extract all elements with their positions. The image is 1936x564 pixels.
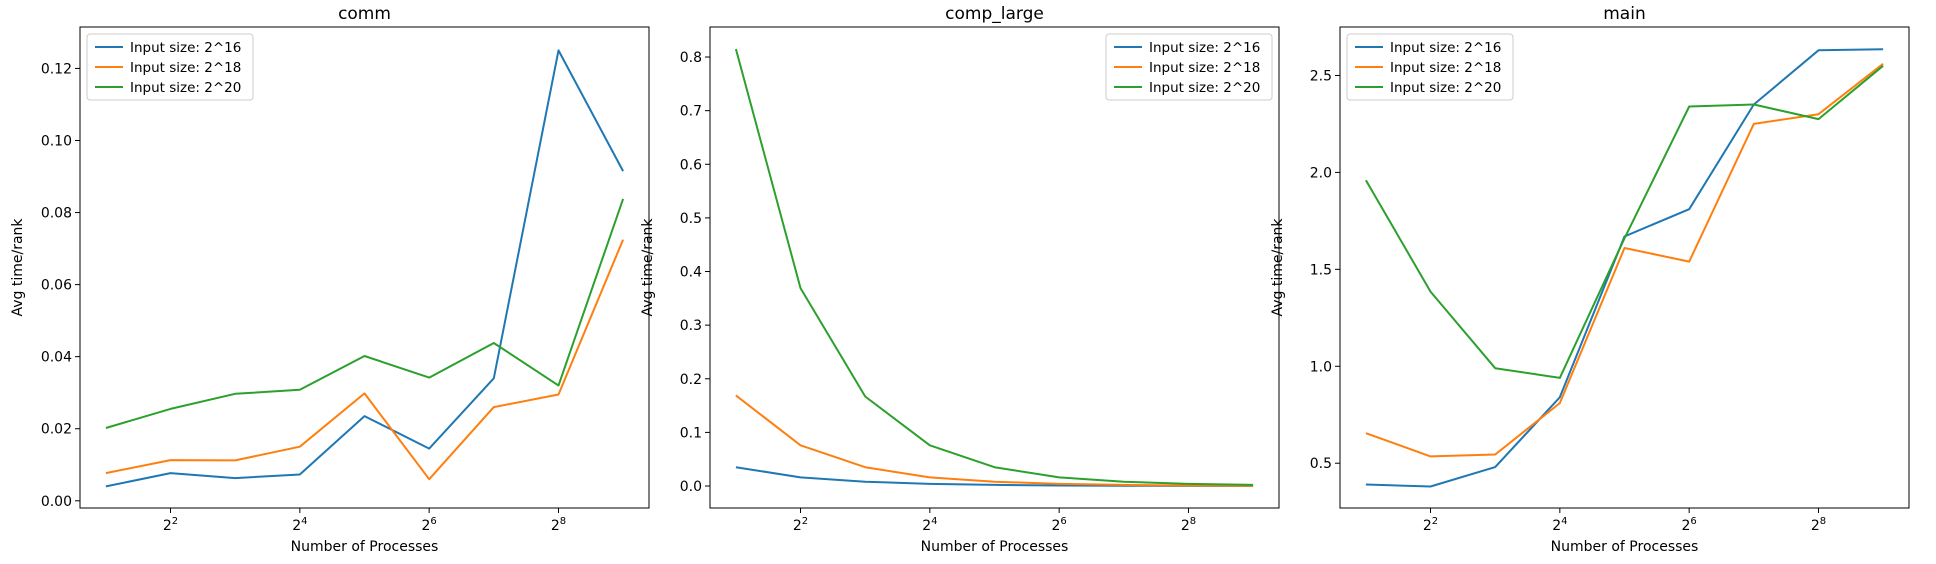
comm-x-tick-label: 28 <box>551 516 566 534</box>
comm-y-tick-label: 0.00 <box>41 494 72 510</box>
main-title: main <box>1603 4 1645 24</box>
comm-y-tick-label: 0.10 <box>41 133 72 149</box>
comp-large-y-axis-label: Avg time/rank <box>640 218 656 317</box>
comp-large-y-tick-label: 0.3 <box>680 318 702 334</box>
comp-large-x-tick-label: 22 <box>793 516 808 534</box>
comm-legend-label: Input size: 2^20 <box>130 80 241 96</box>
comp-large-legend-label: Input size: 2^16 <box>1149 40 1260 56</box>
main-y-tick-label: 0.5 <box>1310 456 1332 472</box>
comp-large-y-tick-label: 0.7 <box>680 104 702 120</box>
main-legend-label: Input size: 2^18 <box>1390 60 1501 76</box>
comm-x-tick-label: 22 <box>163 516 178 534</box>
main-legend-label: Input size: 2^20 <box>1390 80 1501 96</box>
comp-large-y-tick-label: 0.5 <box>680 211 702 227</box>
comp-large-legend-box <box>1105 33 1273 101</box>
main-y-tick-label: 2.0 <box>1310 165 1332 181</box>
comp-large-panel: comp_large 22 24 26 28 0.0 0.1 0.2 0.3 0.4 0.5 0.6 0… <box>640 4 1280 555</box>
comp-large-x-tick-label: 26 <box>1052 516 1067 534</box>
comp-large-y-tick-label: 0.4 <box>680 265 702 281</box>
main-x-tick-label: 22 <box>1423 516 1438 534</box>
comm-y-tick-label: 0.12 <box>41 61 72 77</box>
comp-large-legend-label: Input size: 2^18 <box>1149 60 1260 76</box>
main-y-tick-label: 2.5 <box>1310 68 1332 84</box>
comp-large-y-tick-label: 0.1 <box>680 425 702 441</box>
comm-x-axis-label: Number of Processes <box>291 539 439 555</box>
comm-panel: comm 22 24 26 28 0.00 0.02 0.04 0.06 0.08 0.10 0.12… <box>10 4 650 555</box>
comm-series-input-size-2-16 <box>105 49 624 488</box>
comp-large-x-tick-label: 24 <box>922 516 937 534</box>
comm-legend-label: Input size: 2^18 <box>130 60 241 76</box>
main-series-input-size-2-18 <box>1365 63 1884 458</box>
main-plot-area <box>1339 26 1910 509</box>
comm-y-tick-label: 0.08 <box>41 206 72 222</box>
comp-large-series-input-size-2-20 <box>734 48 1254 486</box>
comm-series-input-size-2-20 <box>105 198 625 429</box>
comp-large-plot-area <box>709 26 1280 509</box>
comm-series-input-size-2-18 <box>105 239 625 481</box>
comp-large-x-axis-label: Number of Processes <box>921 539 1069 555</box>
comm-legend: Input size: 2^16 Input size: 2^18 Input si… <box>86 33 254 101</box>
main-legend: Input size: 2^16 Input size: 2^18 Input si… <box>1346 33 1514 101</box>
comm-y-axis-label: Avg time/rank <box>10 218 26 317</box>
comm-legend-box <box>86 33 254 101</box>
main-y-axis-label: Avg time/rank <box>1270 218 1286 317</box>
main-x-tick-label: 26 <box>1682 516 1697 534</box>
comp-large-y-tick-label: 0.2 <box>680 372 702 388</box>
main-legend-label: Input size: 2^16 <box>1390 40 1501 56</box>
comm-title: comm <box>338 4 391 24</box>
main-y-tick-label: 1.5 <box>1310 262 1332 278</box>
main-x-tick-label: 24 <box>1552 516 1567 534</box>
comp-large-title: comp_large <box>945 4 1044 24</box>
main-legend-box <box>1346 33 1514 101</box>
main-series-input-size-2-20 <box>1365 65 1884 379</box>
comm-x-tick-label: 24 <box>292 516 307 534</box>
comm-y-tick-label: 0.04 <box>41 350 72 366</box>
comp-large-legend: Input size: 2^16 Input size: 2^18 Input si… <box>1105 33 1273 101</box>
main-y-tick-label: 1.0 <box>1310 359 1332 375</box>
comp-large-y-tick-label: 0.6 <box>680 157 702 173</box>
comm-legend-label: Input size: 2^16 <box>130 40 241 56</box>
main-x-tick-label: 28 <box>1811 516 1826 534</box>
comm-y-tick-label: 0.02 <box>41 422 72 438</box>
comp-large-y-tick-label: 0.8 <box>680 50 702 66</box>
comp-large-series-input-size-2-18 <box>735 394 1254 487</box>
comp-large-y-tick-label: 0.0 <box>680 479 702 495</box>
comp-large-x-tick-label: 28 <box>1181 516 1196 534</box>
main-x-axis-label: Number of Processes <box>1551 539 1699 555</box>
comm-plot-area <box>79 26 650 509</box>
main-panel: main 22 24 26 28 0.5 1.0 1.5 2.0 2.5 Number of Pro… <box>1270 4 1910 555</box>
comm-y-tick-label: 0.06 <box>41 278 72 294</box>
comp-large-legend-label: Input size: 2^20 <box>1149 80 1260 96</box>
comm-x-tick-label: 26 <box>422 516 437 534</box>
